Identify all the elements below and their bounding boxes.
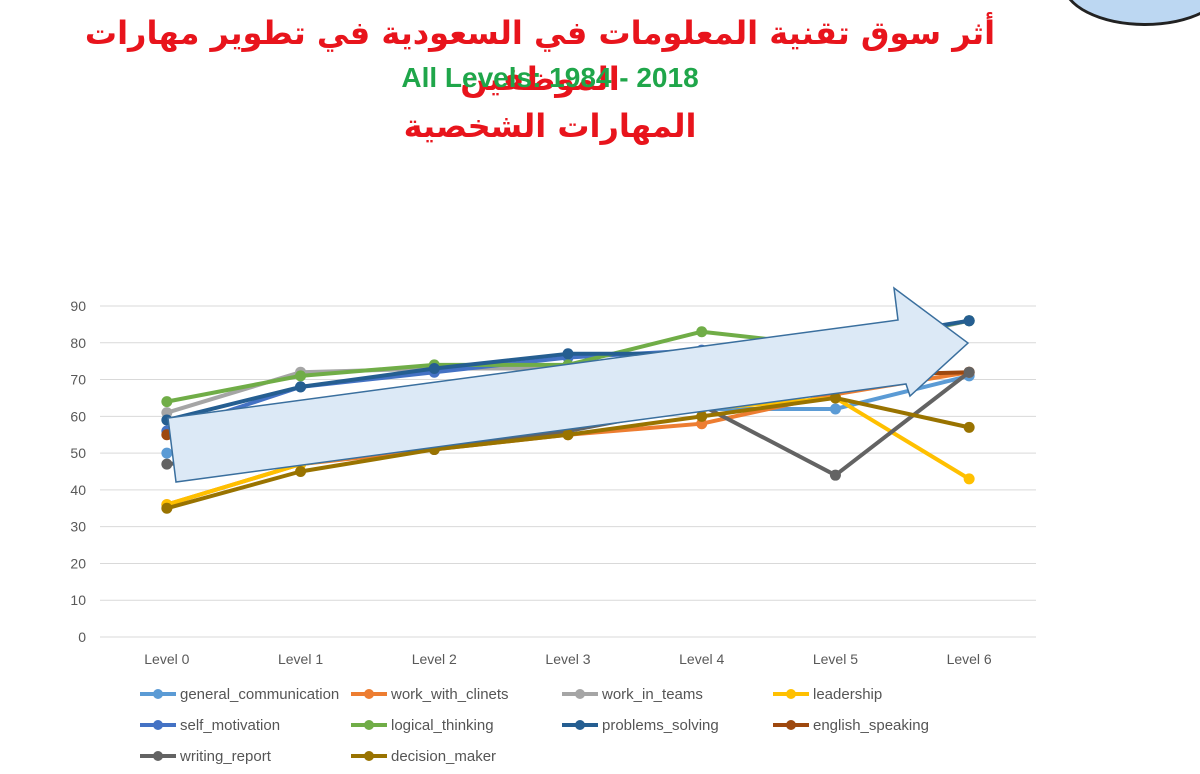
series-decision_maker	[161, 392, 975, 514]
data-point	[295, 381, 307, 393]
x-tick-label: Level 2	[412, 651, 457, 667]
page-subtitle: All Levels: 1984 - 2018	[401, 62, 699, 93]
y-tick-label: 20	[70, 555, 86, 571]
x-tick-label: Level 6	[947, 651, 992, 667]
data-point	[428, 363, 440, 375]
data-point	[829, 469, 841, 481]
x-tick-label: Level 0	[144, 651, 189, 667]
legend-swatch	[140, 715, 176, 735]
x-tick-label: Level 5	[813, 651, 858, 667]
legend-swatch	[562, 715, 598, 735]
y-tick-label: 0	[78, 629, 86, 645]
legend-swatch	[140, 684, 176, 704]
x-tick-label: Level 1	[278, 651, 323, 667]
data-point	[963, 366, 975, 378]
legend-item: general_communication	[140, 684, 339, 704]
legend-swatch	[351, 684, 387, 704]
trend-arrow	[167, 286, 970, 483]
legend-label: english_speaking	[813, 716, 929, 734]
legend-item: leadership	[773, 684, 882, 704]
legend-swatch	[140, 746, 176, 766]
legend-label: decision_maker	[391, 747, 497, 765]
data-point	[161, 458, 173, 470]
legend-label: work_in_teams	[602, 685, 703, 703]
section-title: المهارات الشخصية	[403, 107, 697, 145]
y-tick-label: 50	[70, 445, 86, 461]
data-point	[562, 429, 574, 441]
y-tick-label: 30	[70, 519, 86, 535]
legend-item: logical_thinking	[351, 715, 494, 735]
y-tick-label: 70	[70, 372, 86, 388]
data-point	[161, 396, 173, 408]
legend-swatch	[351, 746, 387, 766]
data-point	[829, 392, 841, 404]
legend-item: problems_solving	[562, 715, 719, 735]
y-axis-labels: 0 10 20 30 40 50 60 70 80 90	[70, 298, 86, 645]
legend-swatch	[351, 715, 387, 735]
legend-label: work_with_clinets	[391, 685, 509, 703]
x-tick-label: Level 3	[545, 651, 590, 667]
page-title: أثر سوق تقنية المعلومات في السعودية في ت…	[84, 14, 996, 98]
data-point	[963, 473, 975, 485]
y-tick-label: 60	[70, 408, 86, 424]
legend-label: leadership	[813, 685, 883, 703]
data-point	[829, 403, 841, 415]
legend-label: writing_report	[180, 747, 271, 765]
legend-label: problems_solving	[602, 716, 719, 734]
data-point	[161, 502, 173, 514]
data-point	[963, 315, 975, 327]
legend-swatch	[562, 684, 598, 704]
legend-item: writing_report	[140, 746, 271, 766]
data-point	[696, 326, 708, 338]
data-point	[562, 348, 574, 360]
legend-label: general_communication	[180, 685, 340, 703]
data-point	[295, 370, 307, 382]
data-point	[696, 410, 708, 422]
legend-swatch	[773, 684, 809, 704]
legend-item: decision_maker	[351, 746, 496, 766]
y-tick-label: 10	[70, 592, 86, 608]
legend-item: english_speaking	[773, 715, 929, 735]
data-point	[161, 447, 173, 459]
legend-item: self_motivation	[140, 715, 280, 735]
data-point	[295, 466, 307, 477]
legend-swatch	[773, 715, 809, 735]
x-axis-labels: Level 0 Level 1 Level 2 Level 3 Level 4 Level…	[144, 651, 992, 667]
legend-label: logical_thinking	[391, 716, 494, 734]
legend-label: self_motivation	[180, 716, 281, 734]
x-tick-label: Level 4	[679, 651, 724, 667]
y-tick-label: 40	[70, 482, 86, 498]
data-point	[963, 421, 975, 433]
y-tick-label: 90	[70, 298, 86, 314]
legend-item: work_with_clinets	[351, 684, 509, 704]
y-tick-label: 80	[70, 335, 86, 351]
legend-item: work_in_teams	[562, 684, 703, 704]
